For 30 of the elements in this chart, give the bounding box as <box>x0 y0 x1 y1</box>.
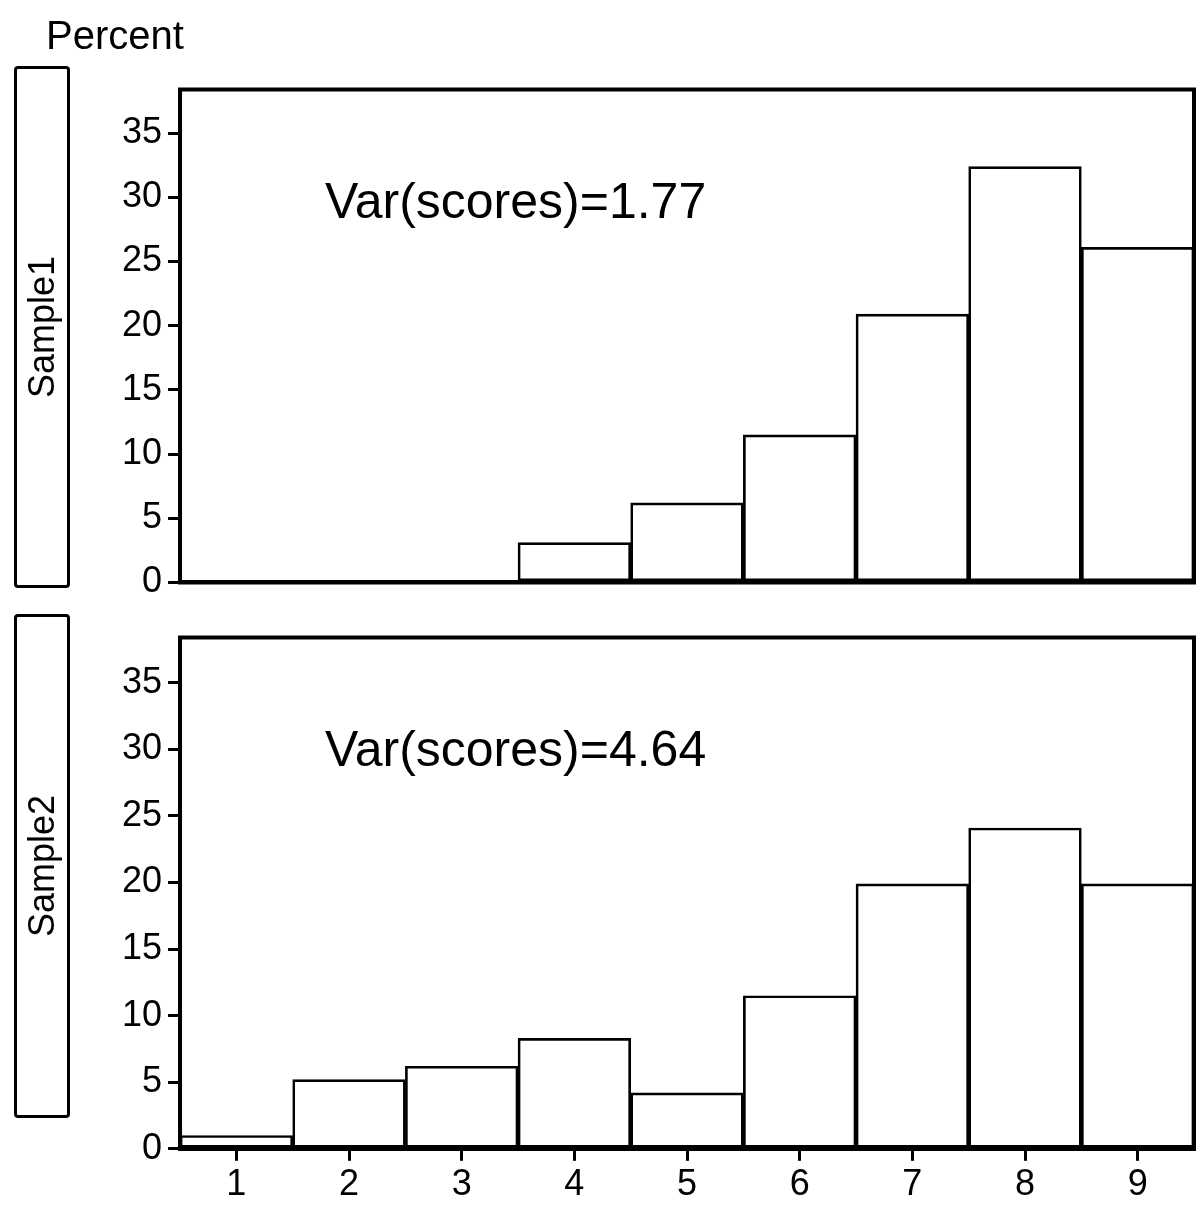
y-tick-label: 15 <box>122 366 163 408</box>
x-tick-label: 9 <box>1127 1162 1148 1204</box>
x-tick-label: 7 <box>902 1162 923 1204</box>
text: Sample2 <box>21 794 63 938</box>
y-tick-label: 15 <box>122 926 163 968</box>
x-tick-label: 6 <box>789 1162 810 1204</box>
y-axis-title: Percent <box>45 12 185 59</box>
x-tick-label: 3 <box>451 1162 472 1204</box>
y-tick-label: 25 <box>122 792 163 834</box>
y-tick-label: 5 <box>142 495 163 537</box>
y-tick-label: 10 <box>122 430 163 472</box>
y-tick-label: 25 <box>122 238 163 280</box>
y-tick-label: 30 <box>122 726 163 768</box>
x-tick-label: 5 <box>677 1162 698 1204</box>
y-tick-label: 0 <box>142 559 163 601</box>
text: Sample1 <box>21 255 63 399</box>
y-tick-label: 10 <box>122 992 163 1034</box>
y-tick-label: 35 <box>122 110 163 152</box>
y-tick-label: 30 <box>122 174 163 216</box>
x-tick-label: 8 <box>1014 1162 1036 1204</box>
y-tick-label: 20 <box>122 302 163 344</box>
y-tick-label: 5 <box>142 1059 163 1101</box>
x-tick-label: 4 <box>564 1162 585 1204</box>
y-tick-label: 0 <box>142 1125 163 1167</box>
annotation: Var(scores)=1.77 <box>325 173 707 230</box>
y-tick-label: 20 <box>122 859 163 901</box>
annotation: Var(scores)=4.64 <box>325 721 707 778</box>
y-tick-label: 35 <box>122 659 163 701</box>
x-tick-label: 1 <box>226 1162 247 1204</box>
x-tick-label: 2 <box>339 1162 360 1204</box>
